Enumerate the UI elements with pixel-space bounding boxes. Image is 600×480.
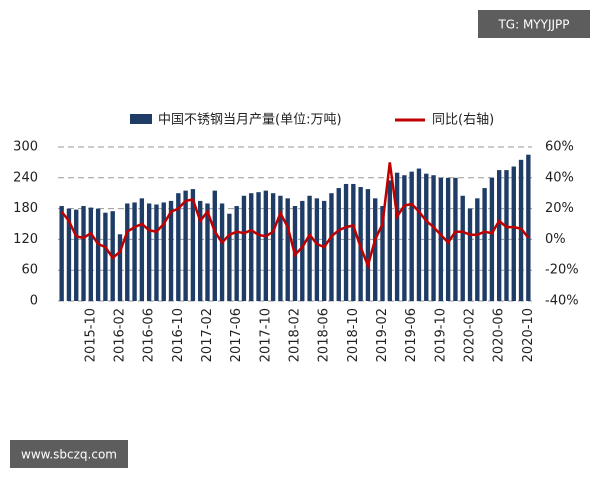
- bar: [351, 183, 356, 301]
- bar: [132, 202, 137, 301]
- bar: [482, 188, 487, 301]
- bar: [95, 208, 101, 301]
- watermark: TG: MYYJJPP: [497, 18, 569, 32]
- bar: [314, 198, 320, 301]
- legend-label: 中国不锈钢当月产量(单位:万吨): [158, 113, 342, 128]
- bar: [526, 154, 531, 301]
- bar: [438, 177, 444, 301]
- bar: [460, 195, 465, 301]
- bar: [66, 208, 72, 301]
- bar: [227, 213, 232, 301]
- legend-label: 同比(右轴): [432, 113, 494, 128]
- y2-tick-label: 20%: [545, 201, 574, 216]
- bar: [59, 206, 64, 301]
- bar: [467, 208, 473, 301]
- bar: [234, 206, 239, 301]
- x-tick-label: 2019-02: [375, 308, 390, 362]
- bar: [278, 195, 283, 301]
- bar: [249, 193, 254, 301]
- bar: [307, 195, 312, 301]
- x-tick-label: 2018-10: [346, 308, 361, 362]
- bar: [321, 200, 327, 301]
- bar: [431, 175, 436, 301]
- x-tick-label: 2017-02: [200, 308, 215, 362]
- bar: [190, 189, 196, 301]
- bar: [336, 188, 341, 301]
- bar: [402, 175, 407, 301]
- y2-tick-label: 0%: [545, 232, 566, 247]
- bar: [74, 209, 79, 301]
- y2-tick-label: 40%: [545, 170, 574, 185]
- bar: [198, 200, 203, 301]
- bar: [183, 190, 188, 301]
- bar: [373, 198, 378, 301]
- x-tick-label: 2017-06: [229, 308, 244, 362]
- watermark-box: [478, 10, 590, 38]
- x-tick-label: 2020-06: [492, 308, 507, 362]
- bar: [504, 170, 509, 301]
- y-tick-label: 300: [13, 140, 38, 155]
- bar: [176, 193, 181, 301]
- bar: [146, 203, 152, 301]
- bar: [168, 200, 174, 301]
- bar: [270, 193, 276, 301]
- bar: [161, 202, 166, 301]
- legend-swatch: [130, 114, 152, 124]
- bar: [387, 180, 392, 301]
- bar: [394, 172, 400, 301]
- x-tick-label: 2016-06: [142, 308, 157, 362]
- x-tick-label: 2017-10: [258, 308, 273, 362]
- bar: [263, 190, 269, 301]
- y2-tick-label: -40%: [545, 294, 579, 309]
- bar: [88, 207, 94, 301]
- bar: [329, 193, 334, 301]
- x-tick-label: 2020-02: [463, 308, 478, 362]
- bar: [256, 192, 261, 301]
- watermark: www.sbczq.com: [21, 448, 117, 462]
- bar: [496, 170, 502, 301]
- bar: [103, 212, 108, 301]
- bar: [489, 177, 495, 301]
- bar: [219, 203, 225, 301]
- bar: [212, 190, 217, 301]
- line: [60, 162, 530, 270]
- bar: [343, 183, 349, 301]
- x-tick-label: 2016-02: [112, 308, 127, 362]
- y-tick-label: 120: [13, 232, 38, 247]
- watermark-box: [10, 440, 128, 468]
- y2-tick-label: 60%: [545, 140, 574, 155]
- bar: [154, 204, 159, 301]
- bar: [285, 198, 290, 301]
- bar: [475, 198, 480, 301]
- y2-tick-label: -20%: [545, 263, 579, 278]
- bar: [300, 200, 305, 301]
- bar: [409, 171, 414, 301]
- y-tick-label: 180: [13, 201, 38, 216]
- x-tick-label: 2018-02: [288, 308, 303, 362]
- bar: [365, 189, 371, 301]
- bar: [416, 168, 422, 301]
- bar: [424, 173, 429, 301]
- x-tick-label: 2019-10: [433, 308, 448, 362]
- bar: [125, 203, 130, 301]
- x-tick-label: 2018-06: [317, 308, 332, 362]
- x-tick-label: 2015-10: [83, 308, 98, 362]
- bar: [380, 206, 385, 301]
- bar: [445, 177, 451, 301]
- bar: [241, 195, 247, 301]
- x-tick-label: 2020-10: [521, 308, 536, 362]
- bar: [117, 234, 123, 301]
- x-tick-label: 2016-10: [171, 308, 186, 362]
- bar: [453, 177, 458, 301]
- y-tick-label: 60: [21, 263, 38, 278]
- bar: [511, 166, 516, 301]
- y-tick-label: 240: [13, 170, 38, 185]
- x-tick-label: 2019-06: [404, 308, 419, 362]
- bar: [205, 203, 210, 301]
- bar: [139, 198, 145, 301]
- bar: [81, 206, 86, 301]
- y-tick-label: 0: [30, 294, 38, 309]
